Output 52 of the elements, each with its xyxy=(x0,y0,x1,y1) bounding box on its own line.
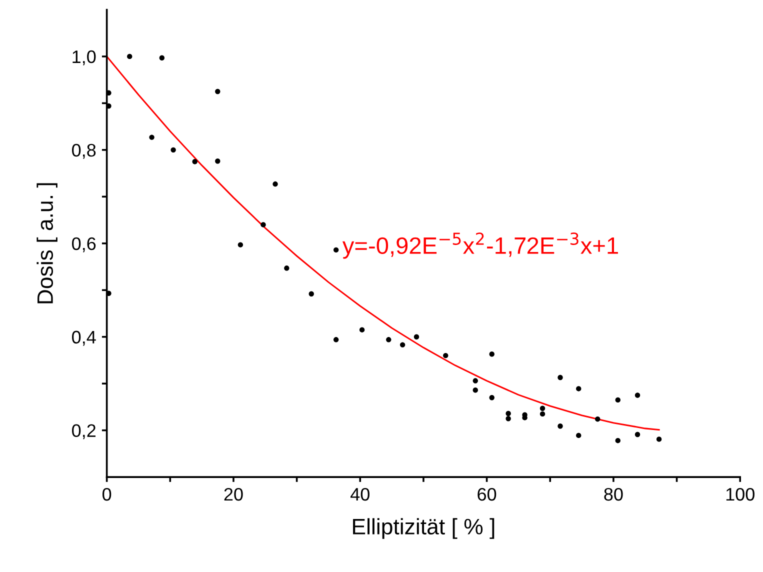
y-tick-label: 0,6 xyxy=(72,237,96,252)
point xyxy=(540,411,546,417)
point xyxy=(489,352,494,357)
point xyxy=(634,432,640,438)
point xyxy=(472,378,478,384)
point xyxy=(595,416,600,422)
point xyxy=(127,54,132,60)
point xyxy=(333,247,339,253)
point xyxy=(192,159,198,164)
point xyxy=(215,88,220,94)
line-series xyxy=(106,56,660,431)
y-tick-label: 0,4 xyxy=(72,330,96,346)
x-axis-title: Elliptizität [ % ] xyxy=(353,518,494,539)
y-tick-label: 0,2 xyxy=(72,424,96,440)
point xyxy=(400,342,406,348)
x-tick-label: 100 xyxy=(726,488,754,501)
point xyxy=(414,334,420,340)
point xyxy=(540,406,546,411)
point xyxy=(506,416,511,422)
x-tick-label: 80 xyxy=(604,488,623,501)
point xyxy=(359,327,365,332)
point xyxy=(576,386,582,392)
point xyxy=(506,410,511,416)
point xyxy=(443,352,448,358)
x-tick-label: 0 xyxy=(102,488,112,501)
point xyxy=(386,337,392,342)
point xyxy=(238,242,244,248)
y-axis-title: Dosis [ a.u. ] xyxy=(36,183,58,304)
point xyxy=(159,55,165,60)
point xyxy=(558,424,563,429)
point xyxy=(634,392,640,398)
point xyxy=(215,158,220,164)
point xyxy=(170,147,176,153)
point xyxy=(656,436,662,442)
y-tick-label: 0,8 xyxy=(72,144,96,159)
point xyxy=(272,181,278,187)
y-tick-label: 1,0 xyxy=(72,50,96,66)
x-tick-label: 20 xyxy=(224,488,243,501)
point xyxy=(149,134,154,140)
point xyxy=(576,432,582,438)
point xyxy=(615,438,620,444)
point xyxy=(558,374,563,380)
point xyxy=(284,266,290,271)
x-tick-label: 60 xyxy=(478,488,496,501)
point xyxy=(615,397,620,403)
point xyxy=(308,291,314,296)
point xyxy=(489,395,494,400)
x-tick-label: 40 xyxy=(350,488,370,501)
point xyxy=(333,337,339,342)
annotation: y=-0,92E$^{−5}$x$^{2}$-1,72E$^{−3}$x+1 xyxy=(342,232,618,259)
point xyxy=(260,222,266,228)
point xyxy=(472,388,478,393)
